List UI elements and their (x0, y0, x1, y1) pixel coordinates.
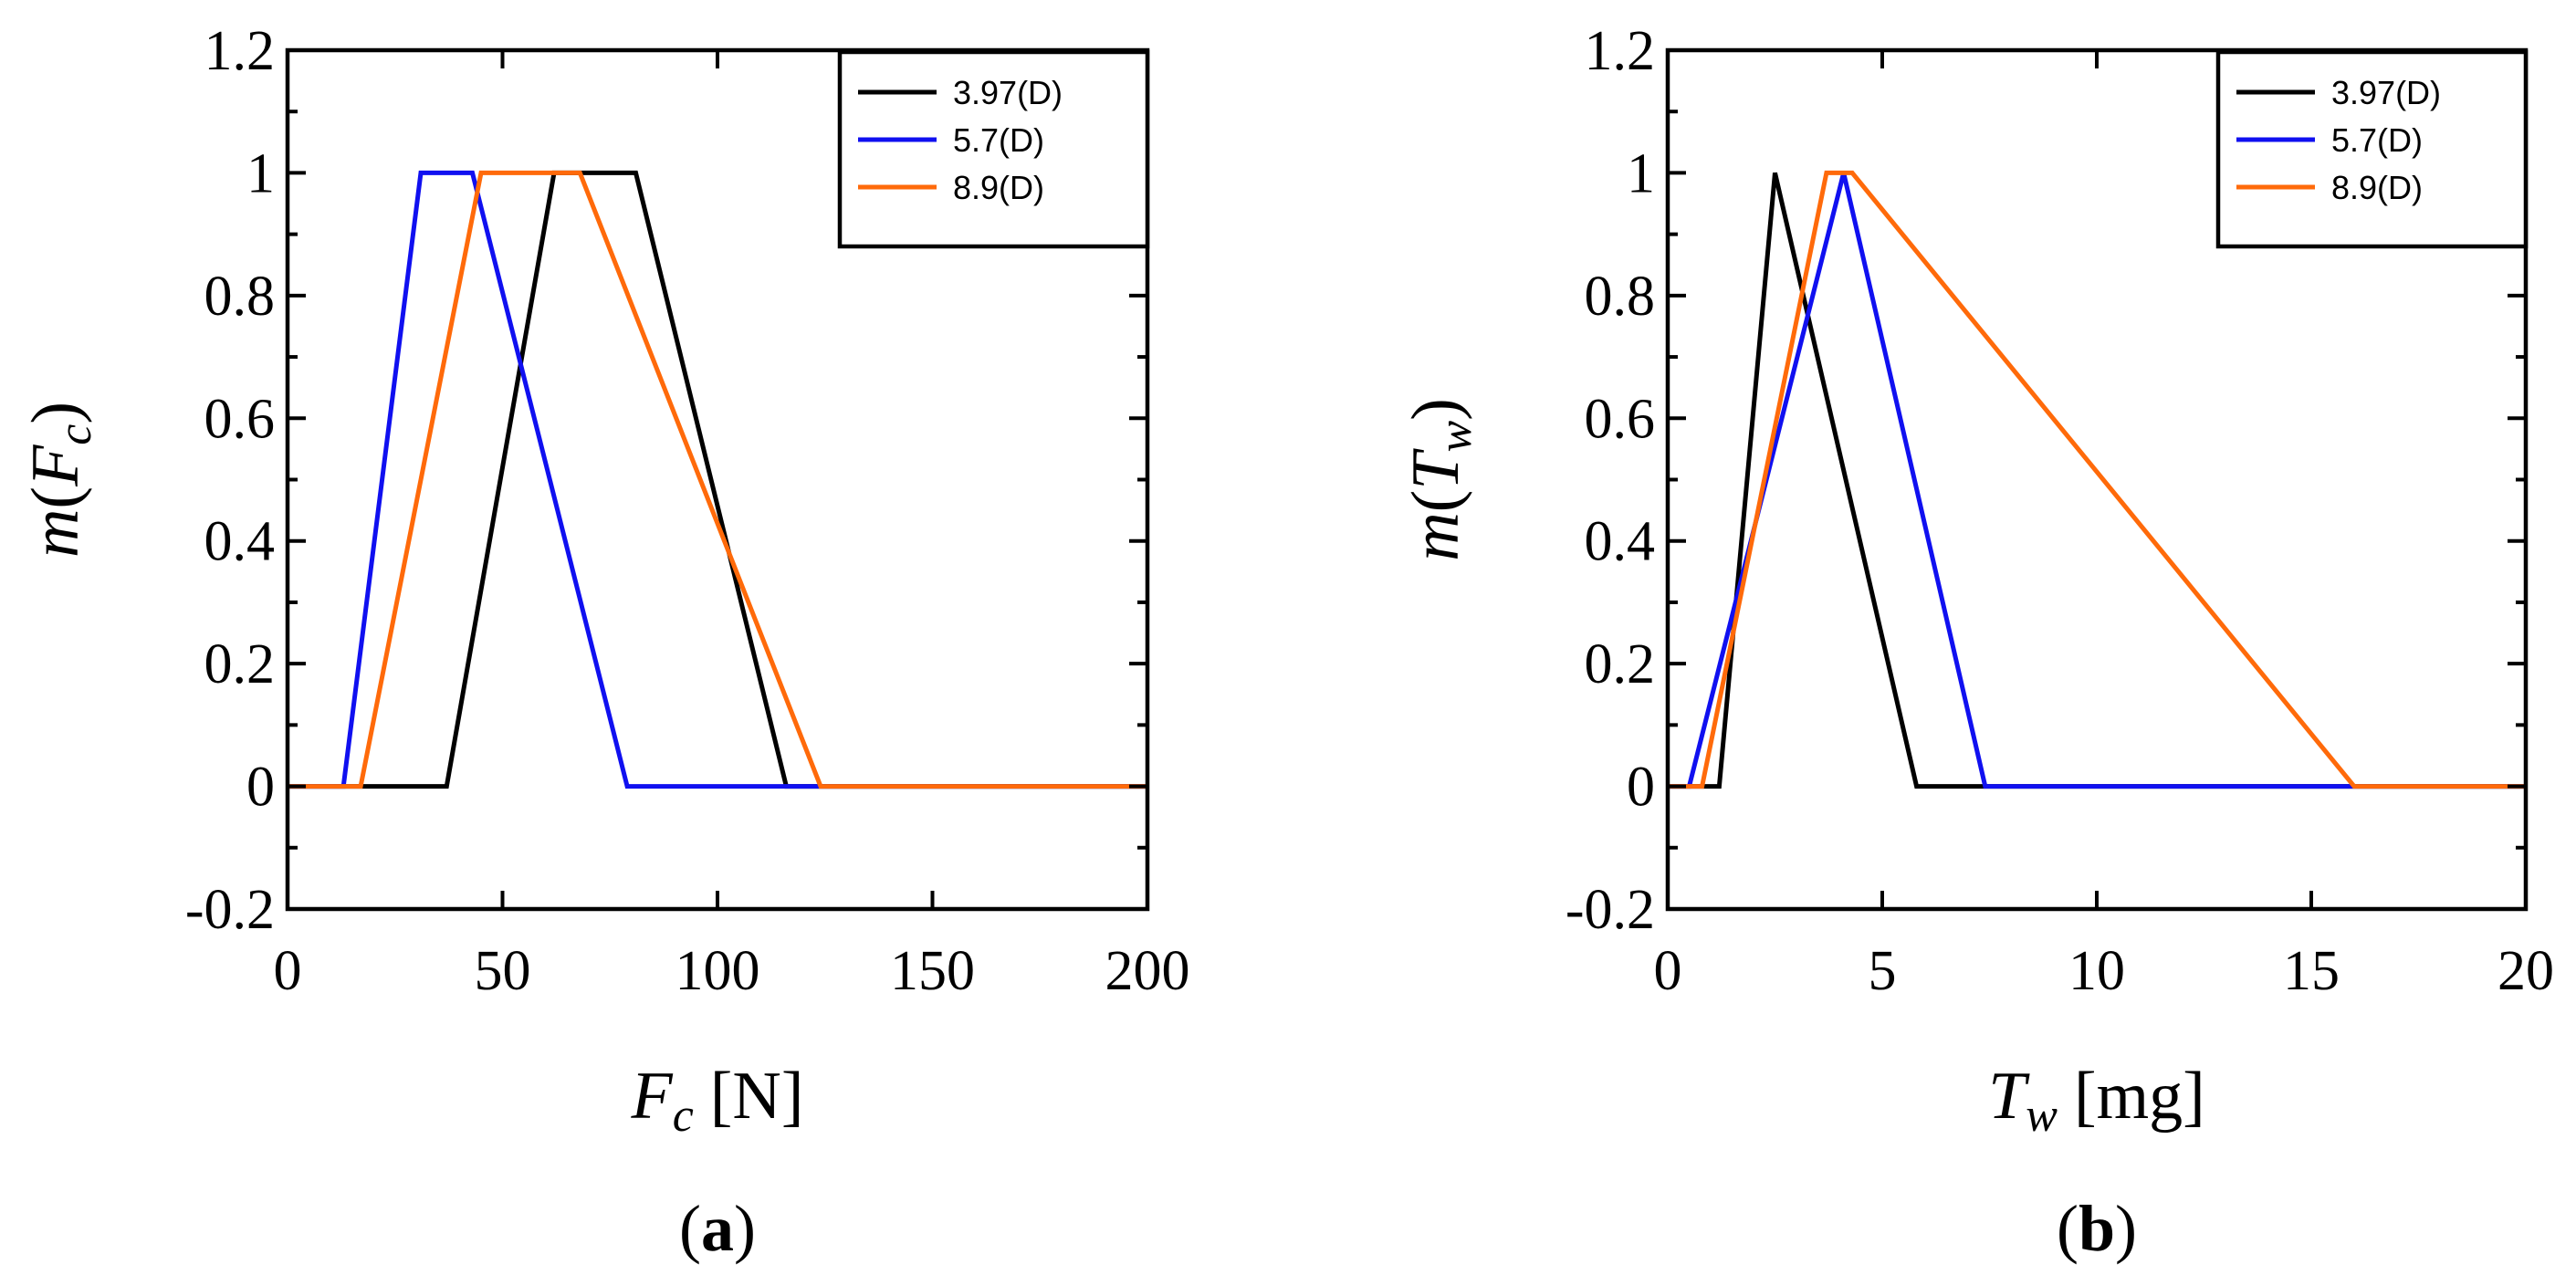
x-axis-sub: c (673, 1090, 694, 1142)
legend-label: 3.97(D) (953, 74, 1063, 111)
y-tick-label: 1 (246, 142, 275, 204)
legend-label: 5.7(D) (953, 121, 1044, 159)
panel-label: (b) (2057, 1192, 2137, 1265)
y-tick-label: 0 (246, 757, 275, 819)
y-axis-var: F (18, 444, 93, 487)
y-tick-label: 0.4 (1585, 511, 1656, 573)
y-axis-func: m (1398, 512, 1473, 560)
legend-label: 8.9(D) (2331, 169, 2423, 206)
panel-label: (a) (679, 1192, 756, 1265)
x-tick-label: 50 (475, 940, 531, 1002)
x-tick-label: 0 (1654, 940, 1682, 1002)
y-tick-label: 1.2 (1585, 20, 1656, 82)
x-axis-unit: [mg] (2074, 1059, 2205, 1134)
y-axis-sub: w (1429, 421, 1482, 453)
y-axis-paren-open: ( (18, 486, 93, 509)
y-axis-paren-close: ) (1398, 398, 1473, 421)
legend-label: 5.7(D) (2331, 121, 2423, 159)
x-axis-unit: [N] (710, 1059, 804, 1134)
y-axis-paren-open: ( (1398, 490, 1473, 513)
y-tick-label: 0 (1627, 757, 1655, 819)
y-tick-label: 0.6 (204, 388, 276, 450)
y-tick-label: 0.8 (204, 266, 276, 328)
x-tick-label: 200 (1105, 940, 1190, 1002)
chart-panel-b: -0.200.20.40.60.811.20 5 10 15 203.97(D)5.7(… (1398, 20, 2554, 1265)
y-tick-label: 0.8 (1585, 266, 1656, 328)
y-axis-paren-close: ) (18, 402, 93, 424)
legend-box (837, 49, 1150, 249)
y-axis-label: m(Fc) (18, 402, 101, 558)
y-tick-label: 0.2 (1585, 633, 1656, 695)
x-tick-label: 15 (2283, 940, 2340, 1002)
series-line-5.7(D) (288, 170, 1147, 789)
y-tick-label: 0.4 (204, 511, 276, 573)
series-line-8.9(D) (1668, 170, 2526, 789)
x-tick-label: 5 (1869, 940, 1897, 1002)
y-axis-var: T (1398, 448, 1473, 490)
x-tick-label: 20 (2497, 940, 2554, 1002)
legend-box (2215, 49, 2529, 249)
series-line-8.9(D) (288, 170, 1147, 789)
y-tick-label: -0.2 (185, 879, 275, 941)
x-axis-var: T (1988, 1059, 2030, 1134)
legend-label: 3.97(D) (2331, 74, 2441, 111)
x-axis-label: Fc [N] (630, 1059, 803, 1142)
panel-letter: a (701, 1192, 734, 1265)
chart-panel-a: -0.200.20.40.60.811.20 50 100 150 2003.97(D)… (18, 20, 1190, 1265)
y-tick-label: 1 (1627, 142, 1655, 204)
y-tick-label: -0.2 (1565, 879, 1655, 941)
panel-letter: b (2079, 1192, 2115, 1265)
y-axis-func: m (18, 509, 93, 558)
legend: 3.97(D) 5.7(D) 8.9(D) (2215, 49, 2529, 249)
x-tick-label: 150 (890, 940, 975, 1002)
x-axis-label: Tw [mg] (1988, 1059, 2205, 1142)
y-axis-sub: c (49, 424, 101, 445)
legend-label: 8.9(D) (953, 169, 1044, 206)
x-axis-sub: w (2026, 1090, 2058, 1142)
x-tick-label: 10 (2068, 940, 2125, 1002)
y-axis-label: m(Tw) (1398, 398, 1482, 561)
series-line-3.97(D) (1668, 172, 2526, 789)
legend: 3.97(D) 5.7(D) 8.9(D) (837, 49, 1150, 249)
x-axis-var: F (630, 1059, 673, 1134)
x-tick-label: 0 (274, 940, 302, 1002)
y-tick-label: 0.2 (204, 633, 276, 695)
y-tick-label: 0.6 (1585, 388, 1656, 450)
series-line-3.97(D) (288, 170, 1147, 789)
y-tick-label: 1.2 (204, 20, 276, 82)
x-tick-label: 100 (675, 940, 760, 1002)
